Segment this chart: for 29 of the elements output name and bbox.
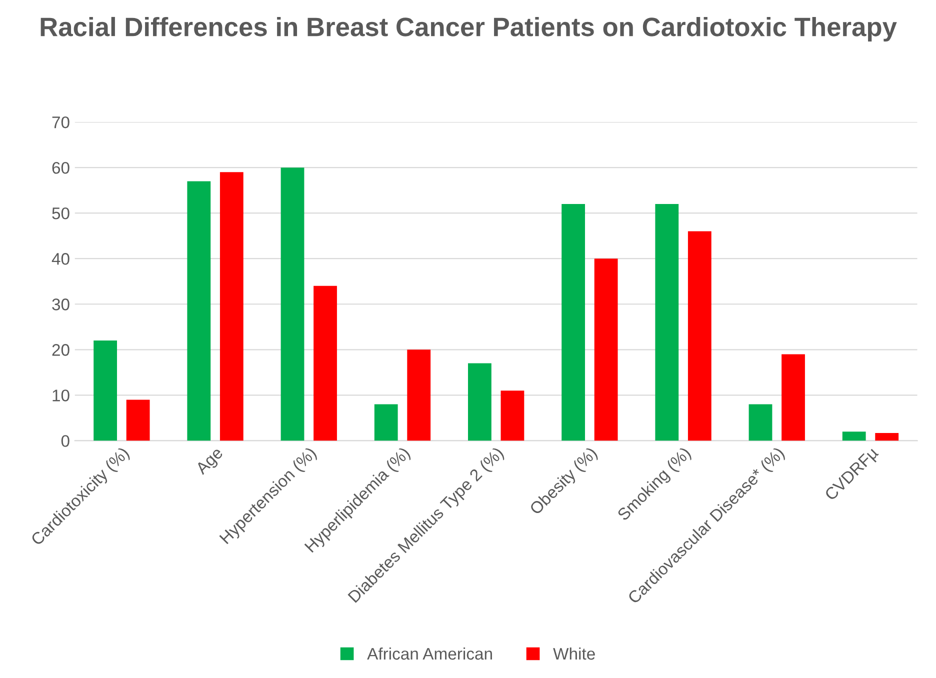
legend-label: White	[553, 647, 595, 660]
y-tick-label: 10	[52, 390, 70, 402]
chart-title: Racial Differences in Breast Cancer Patients on Cardiotoxic Therapy	[40, 16, 897, 42]
bar	[748, 404, 772, 441]
bar	[220, 172, 244, 441]
bar	[468, 363, 492, 441]
bar	[875, 432, 899, 441]
bar	[280, 168, 304, 441]
bar	[94, 340, 117, 441]
y-tick-label: 30	[52, 298, 70, 310]
bar	[782, 354, 805, 441]
y-tick-label: 20	[52, 344, 70, 356]
bar	[688, 231, 712, 441]
bar	[562, 204, 585, 441]
bar	[594, 258, 618, 441]
legend-label: African American	[367, 647, 492, 660]
bar	[407, 350, 431, 441]
bar	[314, 286, 337, 441]
bar	[187, 181, 211, 441]
bar	[374, 404, 398, 441]
y-tick-label: 60	[52, 162, 70, 174]
bar	[126, 400, 150, 441]
bar	[655, 204, 679, 441]
y-tick-label: 40	[52, 253, 70, 265]
y-tick-label: 0	[61, 435, 70, 447]
y-tick-label: 50	[52, 207, 70, 220]
bar	[842, 432, 866, 441]
y-tick-label: 70	[52, 116, 70, 128]
bar	[500, 390, 524, 441]
